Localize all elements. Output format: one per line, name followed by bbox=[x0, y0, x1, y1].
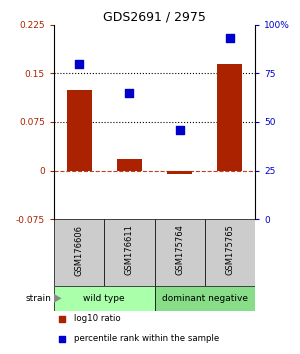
Bar bbox=[167, 171, 192, 174]
Bar bbox=[205, 219, 255, 286]
Text: wild type: wild type bbox=[83, 294, 125, 303]
Bar bbox=[104, 219, 154, 286]
Point bbox=[177, 127, 182, 133]
Text: GSM176611: GSM176611 bbox=[125, 224, 134, 275]
Text: percentile rank within the sample: percentile rank within the sample bbox=[74, 335, 219, 343]
Bar bbox=[154, 286, 255, 311]
Text: strain: strain bbox=[26, 294, 52, 303]
Text: GSM175765: GSM175765 bbox=[225, 224, 234, 275]
Text: GSM175764: GSM175764 bbox=[175, 224, 184, 275]
Bar bbox=[54, 286, 154, 311]
Bar bbox=[117, 159, 142, 171]
Point bbox=[227, 35, 232, 41]
Point bbox=[60, 316, 64, 321]
Text: log10 ratio: log10 ratio bbox=[74, 314, 121, 323]
Bar bbox=[154, 219, 205, 286]
Point bbox=[60, 336, 64, 342]
Point bbox=[127, 90, 132, 96]
Point bbox=[77, 61, 82, 67]
Polygon shape bbox=[53, 293, 61, 303]
Bar bbox=[217, 64, 242, 171]
Text: GSM176606: GSM176606 bbox=[75, 224, 84, 275]
Title: GDS2691 / 2975: GDS2691 / 2975 bbox=[103, 11, 206, 24]
Bar bbox=[54, 219, 104, 286]
Text: dominant negative: dominant negative bbox=[162, 294, 248, 303]
Bar bbox=[67, 90, 92, 171]
